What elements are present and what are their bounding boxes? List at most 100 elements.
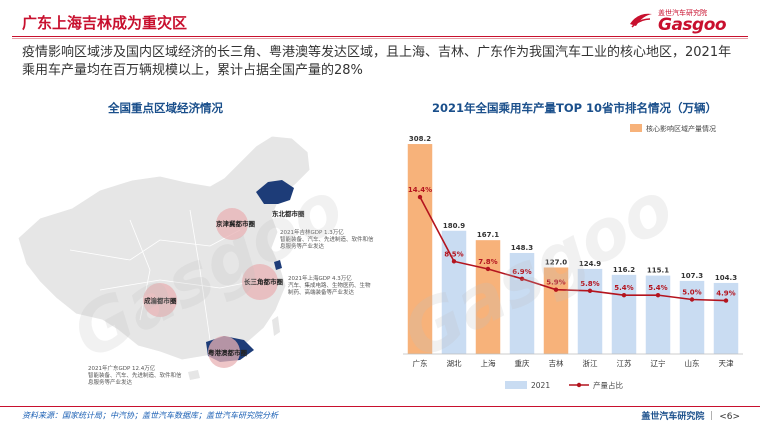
share-point <box>723 298 729 303</box>
logo-brand: Gasgoo <box>658 15 727 35</box>
page-number: <6> <box>719 412 740 422</box>
map-section-title: 全国重点区域经济情况 <box>108 101 223 115</box>
bar-上海 <box>475 240 501 354</box>
note-guangdong: 2021年广东GDP 12.4万亿 智能装备、汽车、先进制造、软件和信 息服务等… <box>88 366 182 387</box>
intro-text: 疫情影响区域涉及国内区域经济的长三角、粤港澳等发达区域，且上海、吉林、广东作为我… <box>22 45 732 78</box>
production-bar-chart: 核心影响区域产量情况 308.2 广东 180.9 湖北 167.1 上海 148.3 重庆 12… <box>403 124 743 390</box>
footer-sep: ｜ <box>707 412 717 422</box>
x-tick-label: 浙江 <box>583 358 598 368</box>
footer-org: 盖世汽车研究院 ｜ <6> <box>641 409 740 422</box>
note-guangdong-line: 智能装备、汽车、先进制造、软件和信 <box>88 373 182 379</box>
bar-吉林 <box>543 267 569 354</box>
note-shanghai-line: 制药、高端装备等产业发达 <box>288 290 355 296</box>
gasgoo-logo: 盖世汽车研究院 Gasgoo <box>628 6 748 38</box>
bar-value-label: 116.2 <box>613 266 635 274</box>
changsanjiao-circle <box>242 264 278 300</box>
label-dongbei: 东北都市圈 <box>272 209 305 218</box>
note-jilin: 2021年吉林GDP 1.3万亿 智能装备、汽车、先进制造、软件和信 息服务等产… <box>280 230 374 251</box>
x-tick-label: 辽宁 <box>651 358 666 368</box>
jingjinji-circle <box>216 208 248 240</box>
share-value-label: 5.0% <box>682 289 701 297</box>
share-point <box>485 266 491 272</box>
share-point <box>451 259 457 264</box>
share-value-label: 14.4% <box>408 186 432 194</box>
share-point <box>587 288 593 293</box>
note-guangdong-line: 息服务等产业发达 <box>88 380 133 386</box>
share-value-label: 5.8% <box>580 280 599 288</box>
label-changsanjiao: 长三角都市圈 <box>244 277 284 286</box>
logo-swoosh-icon <box>630 13 652 28</box>
share-value-label: 6.9% <box>512 268 531 276</box>
x-tick-label: 江苏 <box>617 358 632 368</box>
chengyu-circle <box>143 283 177 317</box>
share-value-label: 7.8% <box>478 258 497 266</box>
note-shanghai: 2021年上海GDP 4.3万亿 汽车、集成电路、生物医药、生物 制药、高端装备… <box>288 276 371 297</box>
china-outline <box>17 135 311 361</box>
share-point <box>621 292 627 298</box>
share-point <box>519 276 525 281</box>
china-region-map: 京津冀都市圈 东北都市圈 长三角都市圈 成渝都市圈 粤港澳都市圈 <box>17 135 311 380</box>
legend-line-label: 产量占比 <box>593 380 623 390</box>
bar-value-label: 148.3 <box>511 244 533 252</box>
yuegangao-circle <box>208 336 240 368</box>
share-value-label: 8.5% <box>444 250 463 258</box>
x-tick-label: 吉林 <box>549 358 564 368</box>
bar-value-label: 124.9 <box>579 260 601 268</box>
note-jilin-line: 息服务等产业发达 <box>280 244 325 250</box>
share-value-label: 5.4% <box>648 284 667 292</box>
bar-山东 <box>679 280 705 354</box>
jilin-province <box>256 180 294 204</box>
label-yuegangao: 粤港澳都市圈 <box>208 348 248 357</box>
data-source: 资料来源：国家统计局；中汽协；盖世汽车数据库；盖世汽车研究院分析 <box>22 411 278 420</box>
x-tick-label: 广东 <box>413 358 428 368</box>
bar-value-label: 115.1 <box>647 267 669 275</box>
x-tick-label: 重庆 <box>515 358 530 368</box>
shanghai-province <box>274 260 282 270</box>
bar-天津 <box>713 282 739 354</box>
share-line <box>419 196 727 302</box>
note-shanghai-line: 2021年上海GDP 4.3万亿 <box>288 276 352 282</box>
note-shanghai-line: 汽车、集成电路、生物医药、生物 <box>288 283 371 289</box>
x-tick-label: 上海 <box>481 358 496 368</box>
share-value-label: 5.4% <box>614 284 633 292</box>
taiwan-island <box>272 316 280 336</box>
legend-bar-label: 2021 <box>531 381 550 390</box>
bar-value-label: 308.2 <box>409 135 431 143</box>
legend-line-marker <box>576 382 582 388</box>
x-tick-label: 天津 <box>719 359 734 368</box>
bar-value-label: 167.1 <box>477 231 499 239</box>
share-point <box>689 297 695 302</box>
label-chengyu: 成渝都市圈 <box>144 296 177 305</box>
footer-org-name: 盖世汽车研究院 <box>641 412 705 422</box>
logo-subtitle: 盖世汽车研究院 <box>658 9 707 17</box>
note-guangdong-line: 2021年广东GDP 12.4万亿 <box>88 366 156 372</box>
bar-辽宁 <box>645 275 671 354</box>
legend-bar-swatch <box>505 381 527 389</box>
hainan-island <box>188 370 200 380</box>
x-tick-label: 山东 <box>685 358 700 368</box>
bar-重庆 <box>509 252 535 354</box>
bar-广东 <box>407 144 433 354</box>
note-jilin-line: 智能装备、汽车、先进制造、软件和信 <box>280 237 374 243</box>
bar-湖北 <box>441 230 467 354</box>
label-jingjinji: 京津冀都市圈 <box>216 219 256 228</box>
note-jilin-line: 2021年吉林GDP 1.3万亿 <box>280 230 344 236</box>
header-divider-light <box>12 38 748 39</box>
header-divider <box>12 36 748 37</box>
legend-highlight-label: 核心影响区域产量情况 <box>646 124 716 133</box>
footer-divider <box>0 406 760 407</box>
bar-浙江 <box>577 268 603 354</box>
bar-江苏 <box>611 274 637 354</box>
bar-value-label: 127.0 <box>545 258 567 266</box>
bar-value-label: 180.9 <box>443 222 465 230</box>
share-point <box>655 292 661 298</box>
share-point <box>553 287 559 292</box>
x-tick-label: 湖北 <box>447 359 462 368</box>
share-value-label: 4.9% <box>716 290 735 298</box>
legend-highlight-swatch <box>630 124 642 132</box>
share-value-label: 5.9% <box>546 279 565 287</box>
chart-section-title: 2021年全国乘用车产量TOP 10省市排名情况（万辆） <box>432 101 718 115</box>
bar-value-label: 107.3 <box>681 272 703 280</box>
share-point <box>417 194 423 200</box>
page-title: 广东上海吉林成为重灾区 <box>22 14 188 32</box>
